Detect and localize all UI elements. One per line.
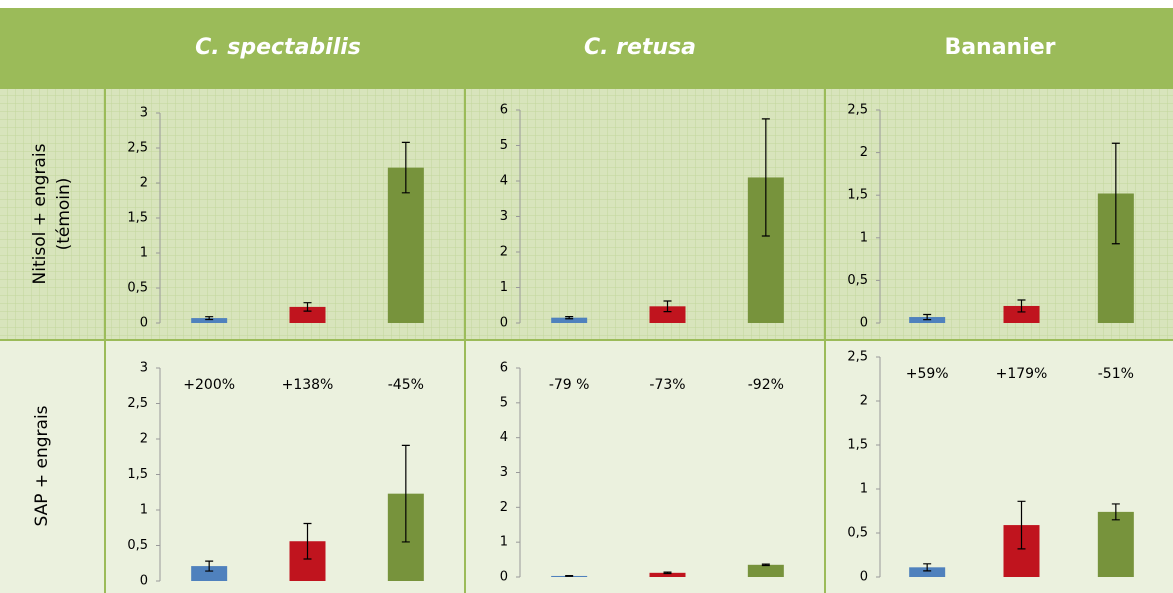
column-header: C. retusa (584, 35, 696, 60)
y-tick-label: 3 (140, 106, 148, 121)
y-tick-label: 1 (500, 535, 508, 550)
y-tick-label: 1,5 (847, 438, 868, 453)
y-tick-label: 0,5 (847, 273, 868, 288)
annotation: -92% (748, 377, 784, 393)
error-bar (303, 302, 312, 312)
error-bar (1111, 503, 1120, 521)
y-tick-label: 0 (860, 316, 868, 331)
annotation: +59% (906, 366, 949, 382)
y-tick-label: 0 (860, 570, 868, 585)
y-tick-label: 0,5 (127, 538, 148, 553)
annotation: -73% (649, 377, 685, 393)
y-tick-label: 0,5 (847, 526, 868, 541)
y-tick-label: 3 (140, 361, 148, 376)
error-bar (303, 522, 312, 560)
annotation: -79 % (549, 377, 590, 393)
bar (551, 317, 588, 323)
column-header: Bananier (944, 35, 1055, 60)
y-tick-label: 2,5 (127, 141, 148, 156)
y-tick-label: 2 (500, 500, 508, 515)
y-tick-label: 6 (500, 361, 508, 376)
row-label: (témoin) (54, 178, 74, 251)
y-tick-label: 0 (500, 316, 508, 331)
row-label: SAP + engrais (32, 405, 52, 526)
y-tick-label: 1 (140, 246, 148, 261)
y-tick-label: 1 (860, 230, 868, 245)
y-tick-label: 0,5 (127, 281, 148, 296)
y-tick-label: 2 (860, 145, 868, 160)
y-tick-label: 4 (500, 174, 508, 189)
bar (649, 572, 686, 577)
row-2 (0, 340, 1173, 593)
error-bar (761, 118, 770, 237)
bar (387, 167, 424, 323)
bar (191, 566, 228, 581)
y-tick-label: 2,5 (847, 350, 868, 365)
y-tick-label: 0 (140, 574, 148, 589)
error-bar (401, 444, 410, 543)
y-tick-label: 1,5 (127, 211, 148, 226)
bar (909, 567, 946, 577)
header-row (0, 8, 1173, 88)
bar (1003, 305, 1040, 323)
y-tick-label: 1 (500, 280, 508, 295)
y-tick-label: 2,5 (127, 396, 148, 411)
error-bar (663, 571, 672, 575)
row-1 (0, 88, 1173, 340)
annotation: +179% (996, 366, 1048, 382)
y-tick-label: 4 (500, 430, 508, 445)
error-bar (565, 316, 574, 320)
annotation: -51% (1098, 366, 1134, 382)
y-tick-label: 5 (500, 395, 508, 410)
error-bar (205, 316, 214, 321)
y-tick-label: 1,5 (847, 188, 868, 203)
error-bar (1017, 500, 1026, 550)
y-tick-label: 2,5 (847, 103, 868, 118)
y-tick-label: 0 (500, 570, 508, 585)
error-bar (663, 300, 672, 313)
error-bar (565, 575, 574, 577)
y-tick-label: 2 (140, 176, 148, 191)
bar (649, 306, 686, 323)
row-label: Nitisol + engrais (30, 143, 50, 284)
column-header: C. spectabilis (195, 35, 361, 60)
error-bar (923, 563, 932, 572)
y-tick-label: 2 (860, 394, 868, 409)
error-bar (1111, 142, 1120, 245)
error-bar (205, 560, 214, 572)
y-tick-label: 2 (140, 432, 148, 447)
error-bar (401, 141, 410, 194)
error-bar (923, 313, 932, 321)
y-tick-label: 0 (140, 316, 148, 331)
bar (747, 564, 784, 577)
bar (191, 318, 228, 323)
bar (289, 306, 326, 323)
annotation: +200% (183, 377, 235, 393)
bar (1097, 511, 1134, 577)
annotation: -45% (388, 377, 424, 393)
table-borders (0, 87, 1173, 593)
y-tick-label: 1 (140, 503, 148, 518)
y-tick-label: 2 (500, 245, 508, 260)
error-bar (761, 563, 770, 567)
y-tick-label: 3 (500, 209, 508, 224)
y-tick-label: 6 (500, 103, 508, 118)
y-tick-label: 1,5 (127, 467, 148, 482)
y-tick-label: 1 (860, 482, 868, 497)
error-bar (1017, 299, 1026, 313)
y-tick-label: 3 (500, 465, 508, 480)
annotation: +138% (282, 377, 334, 393)
y-tick-label: 5 (500, 138, 508, 153)
